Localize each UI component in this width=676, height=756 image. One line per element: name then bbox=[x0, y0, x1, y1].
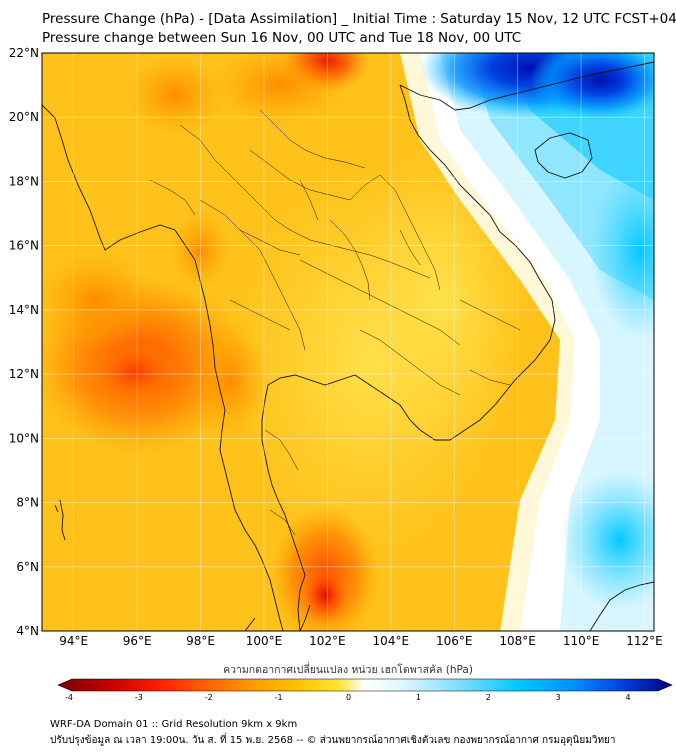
colorbar-tick-label: 3 bbox=[556, 693, 561, 702]
pressure-field bbox=[42, 53, 654, 631]
lat-label: 16°N bbox=[9, 239, 39, 253]
colorbar-title: ความกดอากาศเปลี่ยนแปลง หน่วย เฮกโตพาสคัล… bbox=[223, 662, 473, 676]
colorbar-tick-label: 0 bbox=[346, 693, 351, 702]
colorbar-tick-label: 2 bbox=[486, 693, 491, 702]
lat-label: 12°N bbox=[9, 367, 39, 381]
lon-label: 96°E bbox=[123, 634, 152, 648]
lat-label: 22°N bbox=[9, 46, 39, 60]
map-subtitle: Pressure change between Sun 16 Nov, 00 U… bbox=[42, 30, 522, 46]
coastlines bbox=[42, 61, 654, 631]
colorbar-tick-label: -1 bbox=[275, 693, 283, 702]
longitude-labels: 94°E 96°E 98°E 100°E 102°E 104°E 106°E 108°E 110… bbox=[59, 634, 662, 648]
latitude-labels: 22°N 20°N 18°N 16°N 14°N 12°N 10°N 8°N 6°N 4°N bbox=[9, 46, 39, 638]
lat-label: 20°N bbox=[9, 110, 39, 124]
colorbar-tick-label: -3 bbox=[135, 693, 143, 702]
lon-label: 110°E bbox=[563, 634, 600, 648]
lat-label: 10°N bbox=[9, 431, 39, 445]
colorbar-tick-label: 1 bbox=[416, 693, 421, 702]
lon-label: 102°E bbox=[309, 634, 346, 648]
lon-label: 104°E bbox=[373, 634, 410, 648]
footer-update-info: ปรับปรุงข้อมูล ณ เวลา 19:00น. วัน ส. ที่… bbox=[50, 735, 616, 746]
lon-label: 94°E bbox=[59, 634, 88, 648]
lon-label: 112°E bbox=[626, 634, 663, 648]
lat-label: 18°N bbox=[9, 174, 39, 188]
colorbar-ticks: -4 -3 -2 -1 0 1 2 3 4 bbox=[65, 693, 631, 702]
lat-label: 14°N bbox=[9, 303, 39, 317]
lat-label: 8°N bbox=[16, 496, 39, 510]
colorbar-tick-label: -2 bbox=[205, 693, 213, 702]
lat-label: 6°N bbox=[16, 560, 39, 574]
map-title: Pressure Change (hPa) - [Data Assimilati… bbox=[42, 11, 676, 27]
plot-frame bbox=[41, 52, 655, 632]
lon-label: 98°E bbox=[186, 634, 215, 648]
colorbar-tick-label: -4 bbox=[65, 693, 73, 702]
colorbar bbox=[57, 678, 673, 692]
lon-label: 100°E bbox=[246, 634, 283, 648]
colorbar-tick-label: 4 bbox=[625, 693, 630, 702]
footer-model-info: WRF-DA Domain 01 :: Grid Resolution 9km … bbox=[50, 719, 298, 730]
province-borders bbox=[149, 109, 521, 536]
lat-label: 4°N bbox=[16, 624, 39, 638]
lon-label: 108°E bbox=[499, 634, 536, 648]
lon-label: 106°E bbox=[436, 634, 473, 648]
